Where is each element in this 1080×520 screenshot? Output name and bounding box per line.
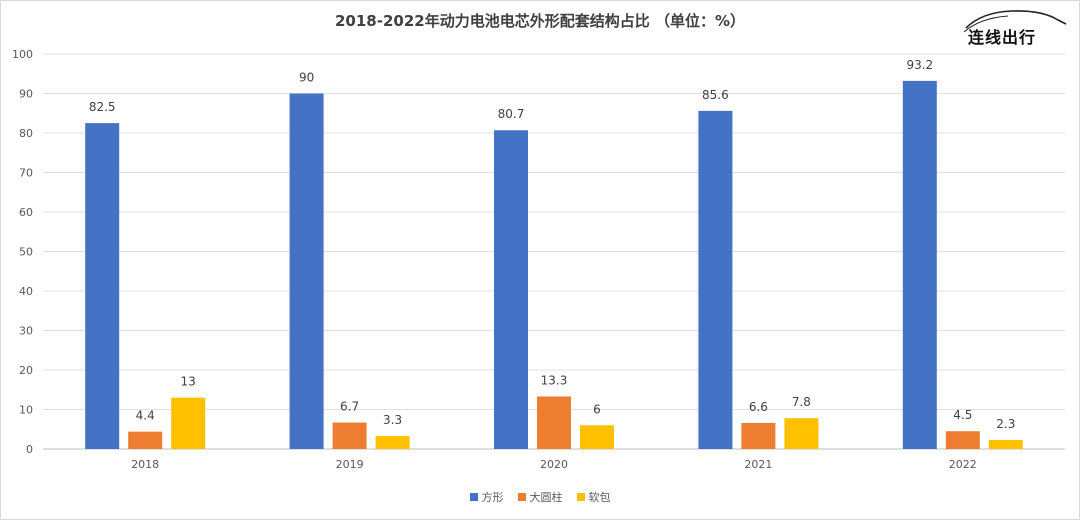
y-tick-label: 70 <box>19 167 33 180</box>
y-tick-label: 90 <box>19 88 33 101</box>
data-label: 3.3 <box>383 413 402 427</box>
bar <box>741 422 776 449</box>
data-label: 4.5 <box>953 408 972 422</box>
data-label: 13 <box>181 375 196 389</box>
bar <box>289 93 324 449</box>
y-tick-label: 50 <box>19 246 33 259</box>
data-label: 13.3 <box>541 373 568 387</box>
y-axis: 0 10 20 30 40 50 60 70 80 90 100 <box>12 48 33 456</box>
data-label: 2.3 <box>996 417 1015 431</box>
bar <box>988 439 1023 449</box>
brand-logo: 连线出行 <box>960 6 1072 48</box>
y-tick-label: 0 <box>26 443 33 456</box>
bar <box>902 80 937 450</box>
chart-title: 2018-2022年动力电池电芯外形配套结构占比 （单位：%） <box>335 12 745 30</box>
legend-swatch <box>469 493 478 501</box>
y-tick-label: 10 <box>19 404 33 417</box>
legend-label: 大圆柱 <box>529 491 563 504</box>
legend-swatch <box>576 493 585 501</box>
x-tick-label: 2021 <box>744 458 772 471</box>
x-tick-label: 2019 <box>336 458 364 471</box>
brand-name: 连线出行 <box>968 28 1037 47</box>
bar <box>698 110 733 449</box>
y-tick-label: 60 <box>19 206 33 219</box>
y-tick-label: 30 <box>19 325 33 338</box>
legend-item: 大圆柱 <box>517 489 563 505</box>
data-label: 6 <box>593 402 601 416</box>
bar <box>85 123 120 449</box>
data-label: 82.5 <box>89 100 116 114</box>
bar <box>375 435 410 449</box>
bar <box>537 396 571 449</box>
x-tick-label: 2022 <box>949 458 977 471</box>
legend-item: 软包 <box>576 489 611 505</box>
legend-label: 方形 <box>481 491 504 504</box>
bar <box>945 431 980 449</box>
bar <box>494 130 528 450</box>
legend-swatch <box>517 493 526 501</box>
bars <box>85 80 1023 450</box>
bar <box>171 397 206 449</box>
bar <box>332 422 367 449</box>
data-label: 90 <box>299 71 314 85</box>
x-tick-label: 2020 <box>540 458 568 471</box>
bar <box>128 431 163 449</box>
legend-item: 方形 <box>469 489 504 505</box>
x-axis: 2018 2019 2020 2021 2022 <box>131 458 977 471</box>
data-label: 85.6 <box>702 88 729 102</box>
data-label: 6.7 <box>340 400 359 414</box>
y-tick-label: 40 <box>19 285 33 298</box>
x-tick-label: 2018 <box>131 458 159 471</box>
legend: 方形 大圆柱 软包 <box>0 489 1080 505</box>
data-label: 7.8 <box>792 395 811 409</box>
data-labels: 82.5 4.4 13 90 6.7 3.3 80.7 13.3 6 85.6 6.6 7.8 93.2… <box>89 58 1016 431</box>
car-logo-icon <box>963 10 1067 33</box>
bar <box>580 425 614 449</box>
data-label: 93.2 <box>906 58 933 72</box>
legend-label: 软包 <box>588 491 611 504</box>
bar <box>784 418 819 449</box>
data-label: 6.6 <box>749 400 768 414</box>
data-label: 4.4 <box>136 409 155 423</box>
y-tick-label: 100 <box>12 48 33 61</box>
data-label: 80.7 <box>498 107 525 121</box>
y-tick-label: 20 <box>19 364 33 377</box>
y-tick-label: 80 <box>19 127 33 140</box>
